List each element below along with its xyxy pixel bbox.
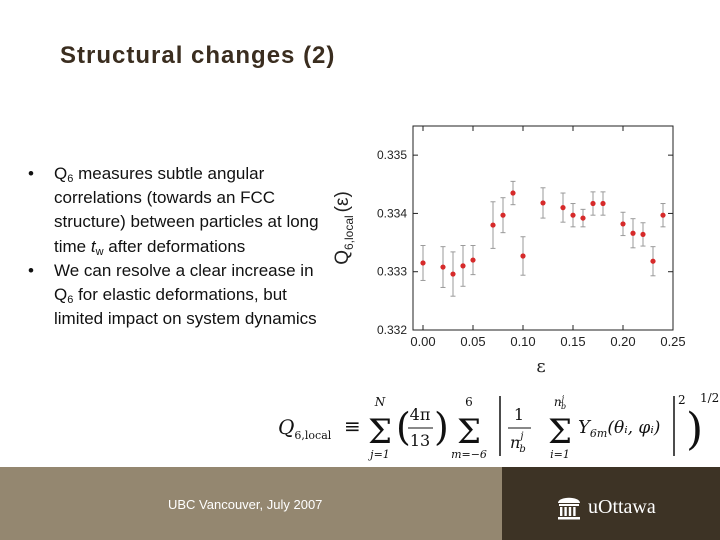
data-point (600, 200, 606, 207)
x-tick-label: 0.15 (560, 334, 585, 349)
data-point (460, 263, 466, 269)
logo-text: uOttawa (588, 495, 656, 518)
sum-j-sigma: Σ (368, 412, 392, 452)
bullet-text: measures subtle angular correlations (to… (54, 164, 319, 256)
data-point (510, 190, 516, 196)
data-point (620, 221, 626, 227)
q6-scatter-chart: 0.00 0.05 0.10 0.15 0.20 0.25 0.332 0.333 0.334 0… (332, 125, 686, 377)
x-tick-label: 0.10 (510, 334, 535, 349)
data-point (440, 264, 446, 270)
sum-i-bottom: i=1 (550, 448, 570, 461)
italic-variable: t (90, 236, 96, 256)
x-tick-label: 0.20 (610, 334, 635, 349)
data-point (640, 231, 646, 238)
bullet-text: after deformations (103, 236, 246, 256)
sum-m-sigma: Σ (457, 412, 481, 452)
bullet-item-q6-measures: • Q6 measures subtle angular correlation… (28, 162, 328, 259)
x-tick-label: 0.25 (660, 334, 685, 349)
inner-denominator: nj b (510, 431, 526, 455)
data-point (560, 205, 566, 211)
sum-m-bottom: m=−6 (451, 448, 487, 461)
y-tick-label: 0.332 (377, 323, 407, 337)
sum-j-top: N (374, 395, 386, 409)
paren-big-close: ) (686, 404, 703, 455)
y-axis-label: Q6,local(ε) (332, 191, 356, 265)
slide-title: Structural changes (2) (60, 42, 336, 69)
subscript: 6 (67, 294, 74, 307)
bullet-list: • Q6 measures subtle angular correlation… (28, 162, 328, 331)
bullet-text: Q (54, 164, 68, 183)
sum-i-top: nj b (554, 394, 566, 411)
x-tick-label: 0.00 (410, 334, 435, 349)
bullet-item-resolve-increase: • We can resolve a clear increase in Q6 … (28, 259, 328, 332)
axis-ticks: 0.00 0.05 0.10 0.15 0.20 0.25 0.332 0.333 0.334 0… (377, 126, 686, 349)
root-power: 1/2 (700, 391, 719, 405)
paren-close: ) (434, 405, 449, 449)
y-tick-label: 0.335 (377, 148, 407, 162)
bullet-marker: • (28, 260, 34, 280)
footer-event-text: UBC Vancouver, July 2007 (168, 497, 323, 512)
x-axis-label: ε (536, 356, 545, 377)
plot-frame (412, 125, 674, 331)
data-point (660, 212, 666, 218)
subscript: 6 (67, 173, 74, 185)
data-point (470, 257, 476, 263)
uottawa-logo: uOttawa (556, 493, 656, 521)
data-points (420, 180, 666, 297)
data-point (490, 222, 496, 228)
data-point (540, 200, 546, 206)
data-point (420, 260, 426, 266)
data-point (450, 271, 456, 277)
data-point (650, 258, 656, 264)
formula-lhs: Q6,local (278, 415, 332, 442)
bullet-text: for elastic deformations, but limited im… (54, 285, 317, 329)
inner-numerator: 1 (514, 405, 524, 424)
sum-j-bottom: j=1 (367, 448, 390, 461)
formula-equiv: ≡ (344, 414, 361, 438)
bullet-text: We can resolve a clear increase in Q (54, 260, 314, 305)
x-tick-label: 0.05 (460, 334, 485, 349)
coef-denominator: 13 (410, 431, 430, 450)
subscript: w (95, 245, 104, 258)
y-tick-label: 0.334 (377, 206, 407, 220)
sum-m-top: 6 (465, 395, 473, 409)
sum-i-sigma: Σ (548, 412, 572, 452)
y-tick-label: 0.333 (377, 265, 407, 279)
spherical-harmonic: Y6m(θᵢ, φᵢ) (578, 417, 660, 440)
bullet-marker: • (28, 164, 34, 183)
q6-local-formula: Q6,local ≡ N Σ j=1 ( 4π 13 ) 6 Σ m=−6 1 … (278, 391, 719, 461)
slide-footer: UBC Vancouver, July 2007 (0, 467, 720, 540)
data-point (570, 212, 576, 218)
data-point (520, 253, 526, 259)
footer-band-left (0, 467, 502, 540)
coef-numerator: 4π (410, 405, 431, 424)
data-point (500, 212, 506, 218)
outer-power: 2 (678, 393, 686, 407)
data-point (590, 200, 596, 207)
university-building-icon (558, 497, 580, 520)
data-point (630, 230, 636, 236)
paren-open: ( (396, 405, 411, 449)
data-point (580, 215, 586, 221)
footer-band-right (502, 467, 720, 540)
